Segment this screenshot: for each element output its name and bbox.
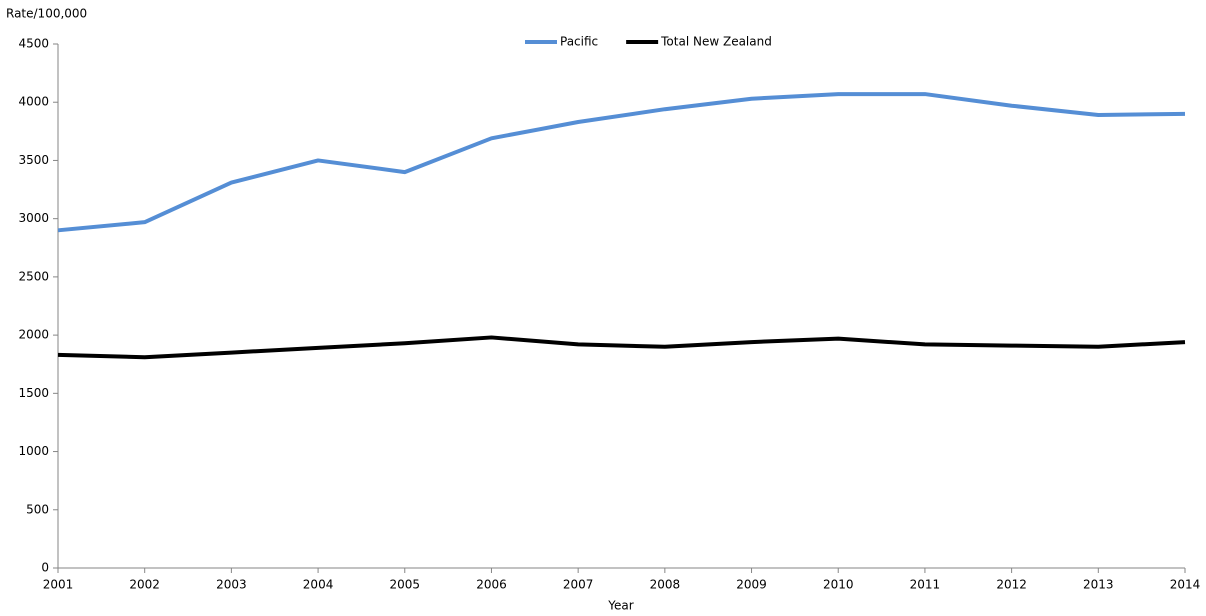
x-tick-label: 2008 bbox=[650, 578, 681, 592]
legend-label: Pacific bbox=[560, 35, 598, 49]
y-tick-label: 4500 bbox=[18, 37, 49, 51]
x-tick-label: 2012 bbox=[996, 578, 1027, 592]
x-tick-label: 2006 bbox=[476, 578, 507, 592]
y-tick-label: 0 bbox=[41, 561, 49, 575]
series-line bbox=[57, 92, 1186, 233]
y-tick-label: 2000 bbox=[18, 328, 49, 342]
x-tick-label: 2005 bbox=[389, 578, 420, 592]
x-tick-label: 2002 bbox=[129, 578, 160, 592]
legend-label: Total New Zealand bbox=[660, 35, 772, 49]
x-tick-label: 2014 bbox=[1170, 578, 1201, 592]
y-tick-label: 3500 bbox=[18, 153, 49, 167]
x-tick-label: 2001 bbox=[43, 578, 74, 592]
x-axis-title: Year bbox=[607, 599, 633, 613]
x-tick-label: 2013 bbox=[1083, 578, 1114, 592]
y-tick-label: 1000 bbox=[18, 444, 49, 458]
x-tick-label: 2010 bbox=[823, 578, 854, 592]
x-tick-label: 2009 bbox=[736, 578, 767, 592]
x-tick-label: 2011 bbox=[910, 578, 941, 592]
y-axis-title: Rate/100,000 bbox=[6, 7, 87, 21]
series-line bbox=[57, 335, 1186, 360]
x-tick-label: 2007 bbox=[563, 578, 594, 592]
y-tick-label: 1500 bbox=[18, 386, 49, 400]
x-tick-label: 2003 bbox=[216, 578, 247, 592]
y-tick-label: 2500 bbox=[18, 269, 49, 283]
x-tick-label: 2004 bbox=[303, 578, 334, 592]
y-tick-label: 3000 bbox=[18, 211, 49, 225]
y-tick-label: 500 bbox=[26, 502, 49, 516]
y-tick-label: 4000 bbox=[18, 95, 49, 109]
